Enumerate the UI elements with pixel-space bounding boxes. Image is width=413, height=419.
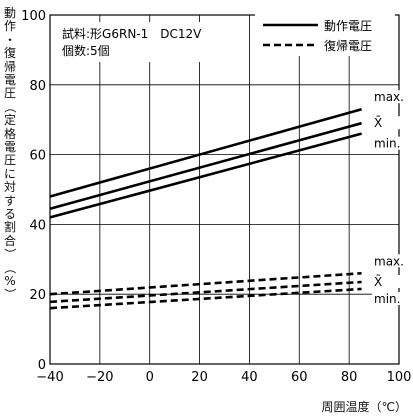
y-tick-label: 0 [38, 358, 46, 373]
y-axis-label-char: 対 [3, 180, 16, 195]
plot-area [50, 15, 399, 364]
y-axis-label-char: 定 [3, 113, 16, 128]
y-axis-label-char: 電 [3, 140, 16, 154]
label-backdrop [372, 136, 408, 150]
annotation-count: 個数:5個 [62, 43, 110, 58]
x-tick-label: 20 [191, 370, 208, 385]
y-axis-label-char: ・ [3, 32, 16, 47]
series-end-label: min. [374, 292, 400, 306]
y-tick-label: 20 [29, 288, 46, 303]
y-tick-label: 40 [29, 218, 46, 233]
label-backdrop [372, 254, 408, 268]
legend: 動作電圧 復帰電圧 [255, 14, 395, 56]
series-end-label: min. [374, 137, 400, 151]
release-line [49, 287, 362, 310]
series-end-label: max. [374, 90, 404, 104]
annotation-sample: 試料:形G6RN-1 DC12V [62, 26, 202, 41]
y-axis-label-char: る [3, 207, 16, 221]
y-axis-label-char: % [4, 274, 16, 288]
y-axis-label-char: 割 [3, 220, 16, 235]
annotation: 試料:形G6RN-1 DC12V 個数:5個 [58, 22, 244, 62]
y-axis-label-char: す [3, 193, 16, 208]
y-tick-label: 60 [29, 149, 46, 164]
label-backdrop [372, 274, 408, 288]
series-end-label: max. [374, 254, 404, 268]
x-tick-label: −20 [86, 370, 113, 385]
label-backdrop [372, 291, 408, 305]
y-axis-label-char: に [3, 166, 16, 181]
y-tick-label: 80 [29, 79, 46, 94]
x-tick-label: 0 [146, 370, 154, 385]
series-lines [49, 107, 362, 310]
y-axis-label-char: ） [3, 288, 17, 301]
y-axis-label-char: 格 [3, 126, 16, 141]
legend-operate-label: 動作電圧 [324, 19, 372, 33]
grid [50, 15, 399, 364]
x-axis-label: 周囲温度（℃） [321, 400, 407, 414]
operate-line [49, 107, 362, 198]
x-tick-label: 80 [341, 370, 358, 385]
x-tick-label: −40 [36, 370, 63, 385]
series-end-label: X̄ [374, 275, 382, 289]
y-axis-label-char: 圧 [3, 86, 16, 101]
operate-line [49, 132, 362, 219]
y-axis-label-char: 復 [3, 46, 16, 61]
series-labels: max. X̄ min. max. X̄ min. [372, 90, 408, 306]
x-tick-label: 60 [291, 370, 308, 385]
operate-line [49, 121, 362, 210]
series-end-label: X̄ [374, 116, 382, 130]
y-axis-label-char: 作 [3, 19, 16, 34]
y-axis-label-char: 動 [3, 6, 16, 20]
x-tick-label: 100 [387, 370, 412, 385]
y-axis-label-char: 合 [3, 233, 16, 248]
tick-labels: −40 −20 0 20 40 60 80 100 0 20 40 60 80 100 [21, 9, 411, 385]
plot-frame [49, 14, 400, 365]
y-axis-label-char: 圧 [3, 153, 16, 168]
release-line [49, 280, 362, 304]
x-tick-label: 40 [241, 370, 258, 385]
legend-release-label: 復帰電圧 [324, 38, 372, 53]
y-axis-label-char: 帰 [3, 59, 16, 74]
y-axis-label-char: 電 [3, 73, 16, 87]
label-backdrop [372, 90, 408, 104]
y-tick-label: 100 [21, 9, 46, 24]
release-line [49, 271, 362, 296]
label-backdrop [372, 116, 408, 130]
